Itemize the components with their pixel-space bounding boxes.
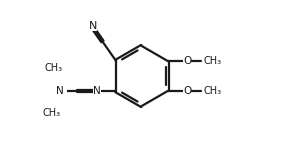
Text: O: O [183,56,191,66]
Text: N: N [88,21,97,31]
Text: CH₃: CH₃ [45,63,63,73]
Text: N: N [93,86,101,96]
Text: CH₃: CH₃ [42,108,60,118]
Text: O: O [183,86,191,96]
Text: CH₃: CH₃ [204,56,222,66]
Text: CH₃: CH₃ [204,86,222,96]
Text: N: N [56,86,63,96]
